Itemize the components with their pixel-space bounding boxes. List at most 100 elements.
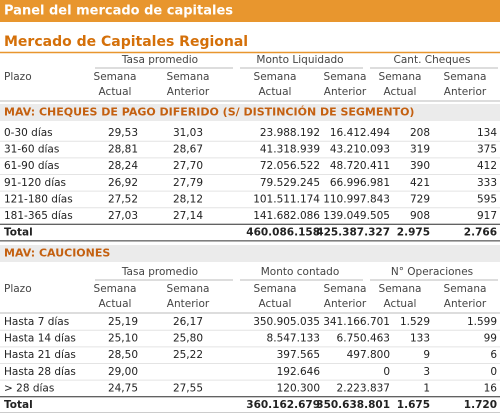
cell: 341.166.701: [323, 316, 390, 328]
subcolumn-label: Anterior: [324, 86, 367, 98]
row-label: 181-365 días: [4, 210, 73, 222]
cell: 16: [484, 382, 498, 394]
total-cell: 1.675: [397, 399, 430, 411]
cell: 26,17: [173, 316, 203, 328]
cell: 595: [477, 193, 497, 205]
subcolumn-label: Anterior: [444, 298, 487, 310]
row-label: Hasta 7 días: [4, 316, 69, 328]
row-label: 121-180 días: [4, 193, 73, 205]
cell: 139.049.505: [323, 210, 390, 222]
cell: 375: [477, 144, 497, 156]
row-label: 0-30 días: [4, 127, 53, 139]
row-label: 91-120 días: [4, 177, 66, 189]
subcolumn-label: Semana: [254, 71, 297, 83]
cell: 27,79: [173, 177, 203, 189]
subcolumn-label: Semana: [167, 283, 210, 295]
cell: 27,14: [173, 210, 203, 222]
cell: 29,00: [108, 366, 138, 378]
cell: 27,70: [173, 160, 203, 172]
cell: 390: [410, 160, 430, 172]
cell: 729: [410, 193, 430, 205]
cell: 23.988.192: [260, 127, 320, 139]
section-title: MAV: CAUCIONES: [4, 247, 110, 260]
cell: 1.599: [467, 316, 497, 328]
column-group: Monto Liquidado: [256, 54, 343, 66]
total-cell: 350.638.801: [316, 399, 390, 411]
cell: 79.529.245: [260, 177, 320, 189]
subcolumn-label: Actual: [384, 86, 417, 98]
subcolumn-label: Actual: [384, 298, 417, 310]
cell: 2.223.837: [337, 382, 390, 394]
cell: 31,03: [173, 127, 203, 139]
cell: 29,53: [108, 127, 138, 139]
subcolumn-label: Semana: [379, 283, 422, 295]
subcolumn-label: Semana: [444, 71, 487, 83]
row-label: > 28 días: [4, 382, 54, 394]
subcolumn-label: Semana: [94, 71, 137, 83]
section-bar: [0, 245, 500, 262]
subcolumn-label: Anterior: [167, 86, 210, 98]
cell: 192.646: [277, 366, 321, 378]
subcolumn-label: Anterior: [324, 298, 367, 310]
cell: 27,03: [108, 210, 138, 222]
cell: 25,10: [108, 333, 138, 345]
cell: 0: [490, 366, 497, 378]
total-cell: 1.720: [464, 399, 497, 411]
cell: 917: [477, 210, 497, 222]
cell: 9: [423, 349, 430, 361]
column-group: Tasa promedio: [121, 266, 198, 278]
cell: 24,75: [108, 382, 138, 394]
row-label: Hasta 21 días: [4, 349, 76, 361]
total-cell: 425.387.327: [316, 227, 390, 239]
cell: 28,67: [173, 144, 203, 156]
page-title: Panel del mercado de capitales: [4, 4, 233, 19]
cell: 28,24: [108, 160, 138, 172]
subcolumn-label: Semana: [167, 71, 210, 83]
cell: 8.547.133: [267, 333, 320, 345]
subcolumn-label: Actual: [259, 86, 292, 98]
cell: 6: [490, 349, 497, 361]
cell: 412: [477, 160, 497, 172]
cell: 48.720.411: [330, 160, 390, 172]
subcolumn-label: Semana: [254, 283, 297, 295]
cell: 25,22: [173, 349, 203, 361]
cell: 350.905.035: [253, 316, 320, 328]
cell: 28,81: [108, 144, 138, 156]
cell: 110.997.843: [323, 193, 390, 205]
column-group: Tasa promedio: [121, 54, 198, 66]
column-group: Cant. Cheques: [394, 54, 471, 66]
cell: 120.300: [277, 382, 320, 394]
cell: 497.800: [347, 349, 390, 361]
subtitle: Mercado de Capitales Regional: [4, 34, 248, 50]
cell: 16.412.494: [330, 127, 390, 139]
cell: 133: [410, 333, 430, 345]
cell: 319: [410, 144, 430, 156]
cell: 28,12: [173, 193, 203, 205]
row-label: Hasta 28 días: [4, 366, 76, 378]
cell: 6.750.463: [337, 333, 390, 345]
cell: 101.511.174: [253, 193, 320, 205]
subcolumn-label: Actual: [259, 298, 292, 310]
cell: 908: [410, 210, 430, 222]
cell: 421: [410, 177, 430, 189]
row-header: Plazo: [4, 71, 32, 83]
cell: 43.210.093: [330, 144, 390, 156]
subcolumn-label: Anterior: [167, 298, 210, 310]
total-cell: 460.086.158: [246, 227, 320, 239]
cell: 72.056.522: [260, 160, 320, 172]
cell: 3: [423, 366, 430, 378]
cell: 208: [410, 127, 430, 139]
subcolumn-label: Semana: [94, 283, 137, 295]
cell: 27,52: [108, 193, 138, 205]
cell: 134: [477, 127, 497, 139]
total-label: Total: [4, 227, 33, 239]
cell: 28,50: [108, 349, 138, 361]
subcolumn-label: Semana: [444, 283, 487, 295]
row-header: Plazo: [4, 283, 32, 295]
cell: 0: [383, 366, 390, 378]
subcolumn-label: Actual: [99, 298, 132, 310]
banner: [0, 0, 500, 22]
column-group: N° Operaciones: [391, 266, 473, 278]
cell: 99: [484, 333, 497, 345]
